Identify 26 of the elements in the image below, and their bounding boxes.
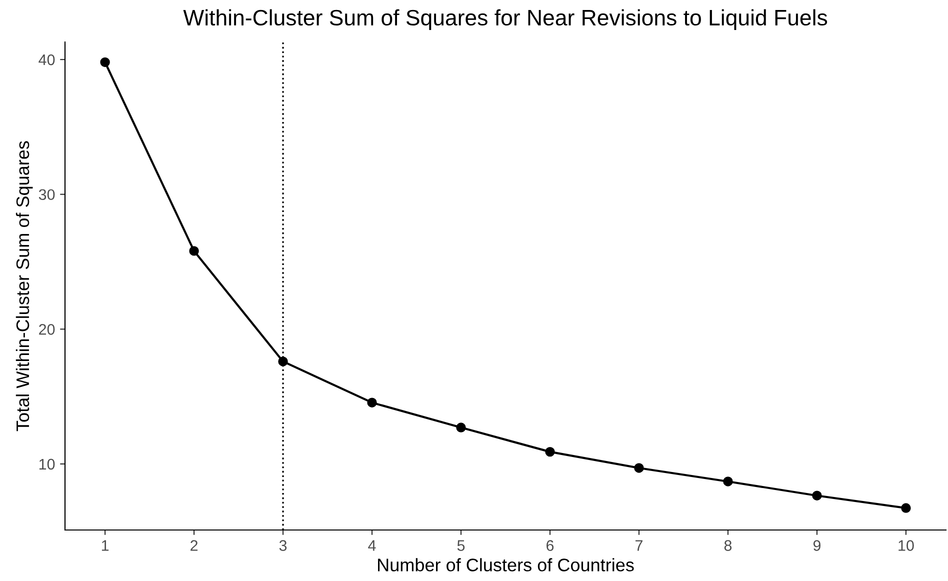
x-tick-label: 10 [898,540,914,551]
point [100,57,110,68]
x-tick-label: 3 [279,540,287,551]
y-axis-title: Total Within-Cluster Sum of Squares [16,141,33,432]
point [189,246,199,256]
x-tick-label: 5 [457,540,465,551]
x-tick-label: 4 [368,540,376,551]
x-tick-label: 2 [190,540,198,551]
point [367,398,377,408]
point [812,490,822,500]
point [723,476,733,486]
x-tick-label: 7 [636,540,642,551]
x-tick-label: 6 [546,540,554,551]
point [456,422,466,432]
x-tick-label: 1 [102,540,109,551]
point [545,446,555,457]
x-axis-title: Number of Clusters of Countries [378,558,634,572]
point [634,463,644,473]
y-tick-label: 20 [39,324,55,335]
chart-title: Within-Cluster Sum of Squares for Near Revisions to Liquid Fuels [183,9,828,30]
point [901,503,911,513]
x-tick-label: 8 [724,540,732,551]
x-tick-label: 9 [813,540,820,551]
y-tick-label: 10 [39,458,55,470]
y-tick-label: 30 [38,189,55,200]
y-tick-label: 40 [38,54,55,66]
